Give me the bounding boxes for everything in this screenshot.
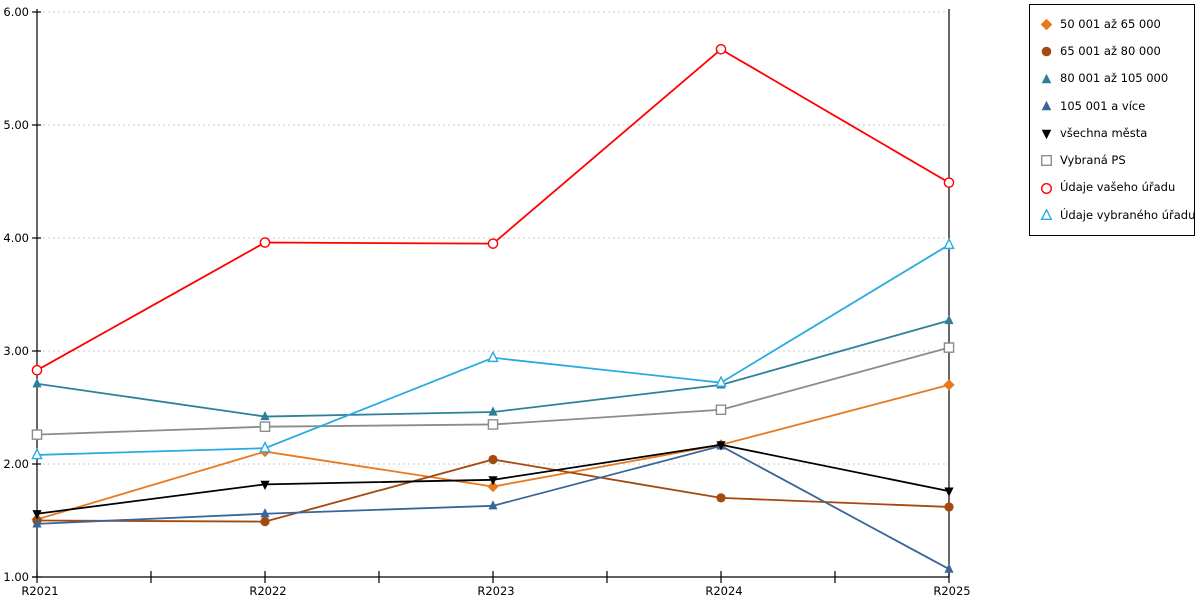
data-point-marker: [488, 476, 498, 486]
data-point-marker: [715, 43, 727, 55]
data-point-marker: [943, 177, 955, 188]
legend-item-label: Údaje vybraného úřadu: [1060, 207, 1196, 222]
data-point-marker: [260, 410, 270, 421]
circle-legend-icon: [1041, 47, 1052, 57]
y-axis-tick-label: 3.00: [3, 344, 29, 358]
data-point-marker: [259, 237, 271, 248]
data-point-marker: [944, 487, 954, 497]
legend-item-label: všechna města: [1060, 125, 1148, 140]
triangle-down-legend-icon: [1041, 129, 1052, 140]
data-point-marker: [260, 480, 270, 490]
y-axis-tick-label: 5.00: [3, 118, 29, 132]
data-point-marker: [943, 342, 955, 353]
data-point-marker: [488, 406, 498, 416]
square-legend-icon: [1041, 155, 1053, 167]
legend: 50 001 až 65 000 65 001 až 80 000 80 001 a…: [1029, 4, 1195, 236]
legend-item: všechna města: [1040, 127, 1194, 140]
data-point-marker: [259, 421, 271, 433]
legend-item-label: Vybraná PS: [1060, 153, 1126, 168]
data-point-marker: [487, 238, 499, 249]
legend-item-label: Údaje vašeho úřadu: [1060, 180, 1176, 195]
data-point-marker: [31, 447, 43, 460]
data-point-marker: [943, 237, 955, 250]
x-axis-tick-label: R2023: [477, 584, 514, 598]
data-point-marker: [260, 517, 270, 527]
data-point-marker: [944, 314, 954, 325]
diamond-legend-icon: [1040, 18, 1053, 31]
legend-item: Vybraná PS: [1040, 154, 1194, 167]
y-axis-tick-label: 4.00: [3, 231, 29, 245]
data-point-marker: [32, 378, 42, 388]
data-point-marker: [488, 500, 498, 510]
data-point-marker: [716, 441, 726, 451]
series-line: [36, 48, 950, 371]
y-axis-tick-label: 1.00: [3, 570, 29, 584]
data-point-marker: [944, 502, 954, 512]
triangle-up-legend-icon: [1040, 208, 1053, 220]
legend-item: 80 001 až 105 000: [1040, 73, 1194, 86]
x-axis-tick-label: R2024: [705, 584, 742, 598]
data-point-marker: [487, 350, 499, 363]
series-line: [36, 384, 950, 521]
legend-item-label: 65 001 až 80 000: [1060, 44, 1161, 59]
data-point-marker: [488, 454, 498, 465]
x-axis-tick-label: R2022: [249, 584, 286, 598]
data-point-marker: [715, 375, 727, 387]
data-point-marker: [260, 508, 270, 518]
data-point-marker: [31, 364, 43, 376]
legend-item: 65 001 až 80 000: [1040, 45, 1194, 58]
triangle-up-legend-icon: [1041, 73, 1052, 83]
x-axis-tick-label: R2021: [21, 584, 58, 598]
legend-item-label: 80 001 až 105 000: [1060, 71, 1169, 86]
data-point-marker: [943, 379, 955, 391]
data-point-marker: [944, 563, 954, 573]
triangle-up-legend-icon: [1041, 100, 1052, 111]
legend-item: Údaje vybraného úřadu: [1040, 207, 1196, 222]
y-axis-tick-label: 6.00: [3, 5, 29, 19]
data-point-marker: [32, 510, 42, 520]
circle-legend-icon: [1040, 182, 1053, 194]
y-axis-tick-label: 2.00: [3, 457, 29, 471]
data-point-marker: [715, 404, 727, 416]
x-axis-tick-label: R2025: [933, 584, 970, 598]
legend-item-label: 105 001 a více: [1060, 98, 1146, 113]
series-line: [36, 319, 950, 418]
data-point-marker: [31, 429, 43, 440]
data-point-marker: [716, 493, 726, 503]
legend-item-label: 50 001 až 65 000: [1060, 16, 1161, 31]
data-point-marker: [32, 518, 42, 528]
legend-item: Údaje vašeho úřadu: [1040, 182, 1194, 195]
data-point-marker: [487, 419, 499, 430]
legend-item: 105 001 a více: [1040, 100, 1194, 113]
data-point-marker: [487, 481, 499, 493]
legend-item: 50 001 až 65 000: [1040, 18, 1194, 31]
data-point-marker: [259, 441, 271, 453]
